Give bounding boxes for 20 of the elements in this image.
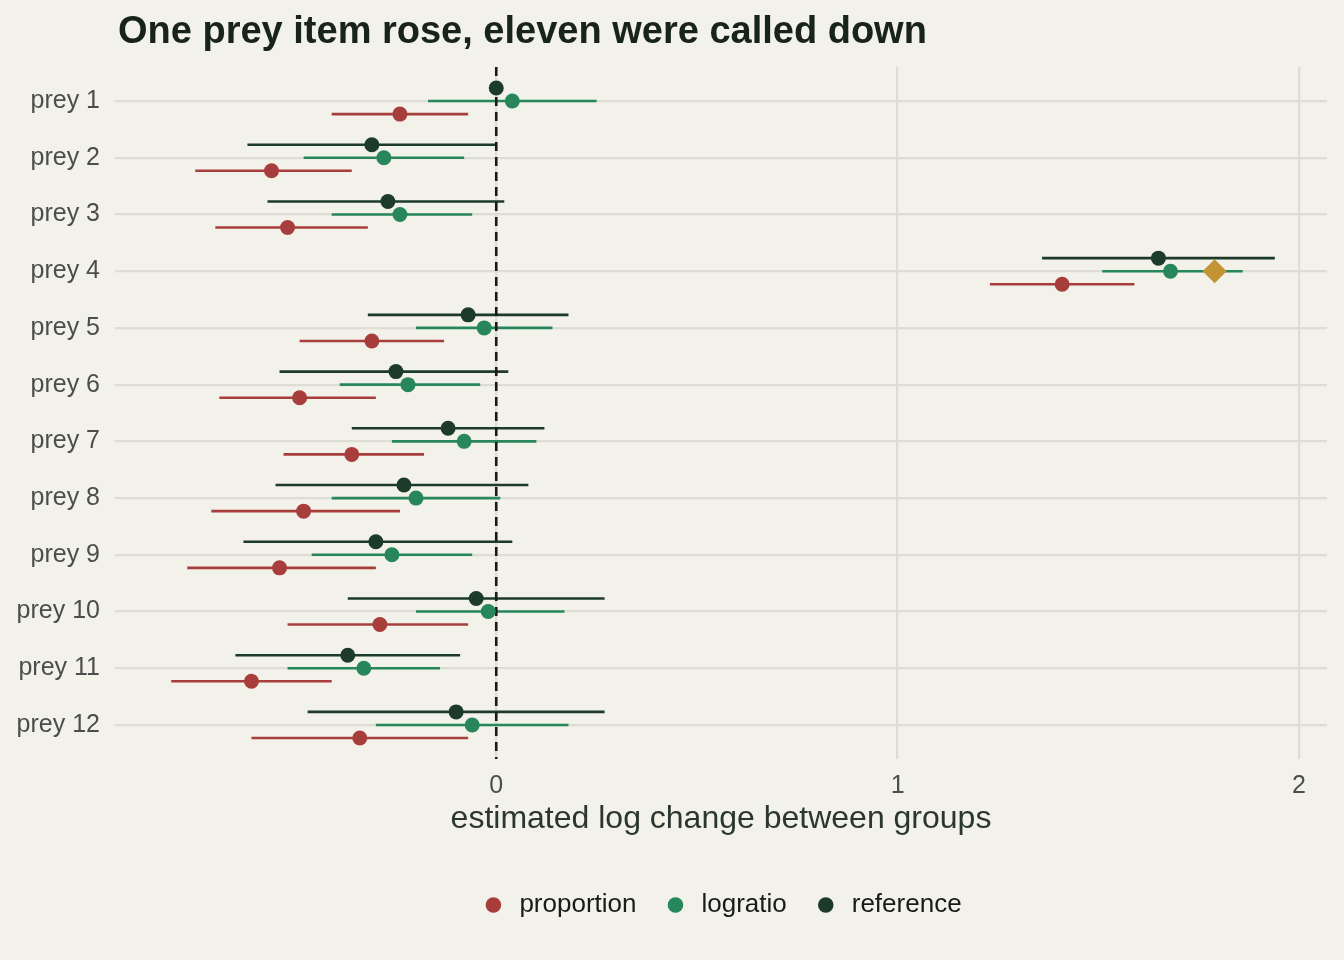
- legend-label: logratio: [701, 888, 787, 919]
- y-tick-label: prey 7: [30, 425, 100, 454]
- legend-label: reference: [851, 888, 962, 919]
- x-tick-label: 2: [1291, 769, 1306, 798]
- y-tick-label: prey 4: [30, 255, 101, 284]
- y-tick-label: prey 6: [30, 368, 100, 397]
- y-tick-label: prey 12: [16, 708, 100, 737]
- x-tick-label: 1: [890, 769, 905, 798]
- y-tick-label: prey 10: [16, 595, 100, 624]
- y-tick-label: prey 3: [30, 198, 100, 227]
- y-tick-label: prey 9: [30, 538, 100, 567]
- y-tick-label: prey 2: [30, 141, 100, 170]
- y-tick-label: prey 5: [30, 311, 100, 340]
- y-tick-label: prey 11: [18, 652, 100, 681]
- chart-title: One prey item rose, eleven were called down: [118, 9, 927, 52]
- y-tick-label: prey 1: [30, 84, 100, 113]
- x-tick-label: 0: [489, 769, 504, 798]
- legend-label: proportion: [519, 888, 637, 919]
- x-axis-title: estimated log change between groups: [450, 798, 992, 835]
- y-tick-label: prey 8: [30, 481, 100, 510]
